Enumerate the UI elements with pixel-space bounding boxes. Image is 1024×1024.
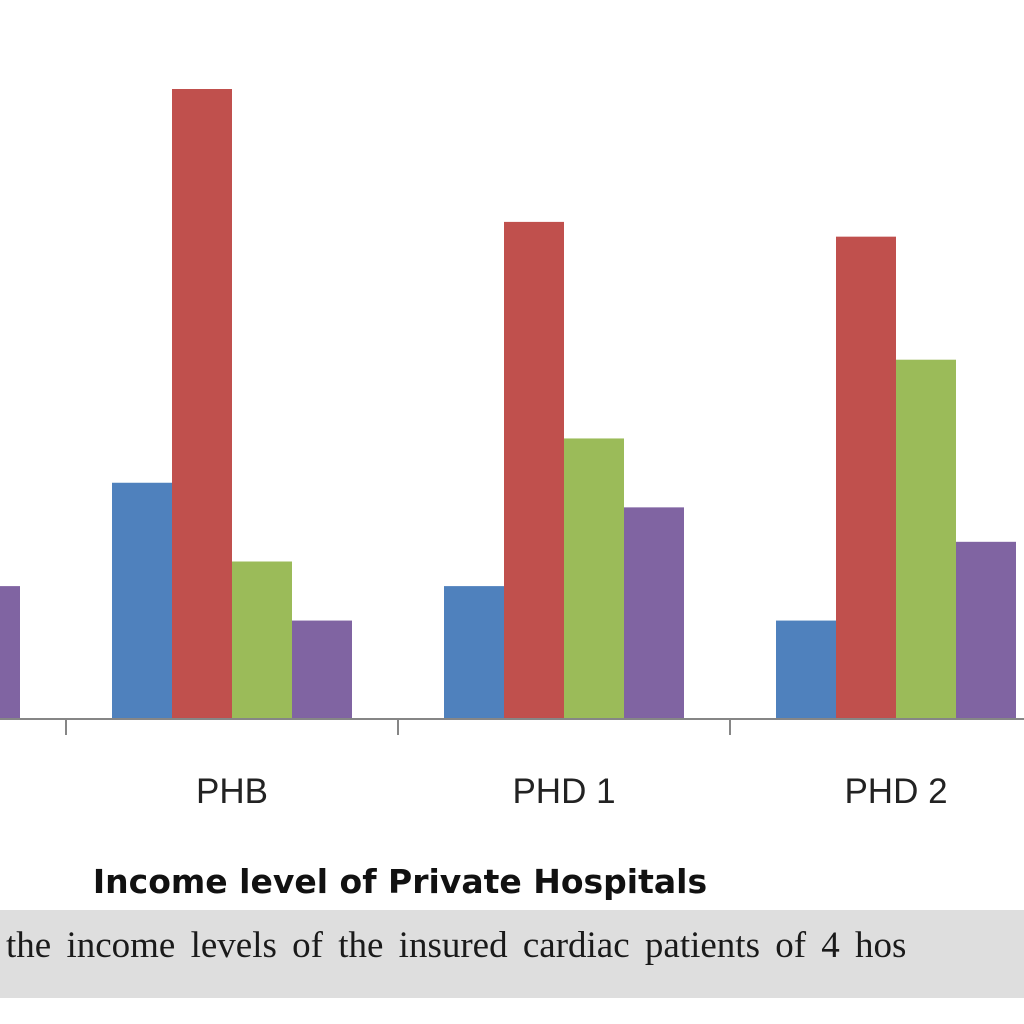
bar (956, 541, 1016, 719)
bars-group (0, 89, 1016, 719)
bar (624, 507, 684, 719)
bar (504, 221, 564, 719)
bar (172, 89, 232, 719)
bar (0, 586, 20, 719)
bar (776, 620, 836, 719)
x-tick-label: PHB (196, 772, 268, 811)
bar (896, 359, 956, 719)
bar (232, 561, 292, 719)
bar (112, 482, 172, 719)
x-axis-title: Income level of Private Hospitals (93, 862, 707, 901)
figure-caption-bar: the income levels of the insured cardiac… (0, 910, 1024, 998)
x-tick-label: PHD 2 (844, 772, 947, 811)
x-axis-tick-labels: PHB PHD 1 PHD 2 (196, 772, 948, 811)
bar (292, 620, 352, 719)
figure-caption: the income levels of the insured cardiac… (6, 925, 907, 966)
x-tick-label: PHD 1 (512, 772, 615, 811)
bar (444, 586, 504, 719)
x-axis-ticks (65, 719, 731, 735)
bar (836, 236, 896, 719)
bar (564, 438, 624, 719)
bar-chart: PHB PHD 1 PHD 2 Income level of Private Ho… (0, 89, 1024, 901)
